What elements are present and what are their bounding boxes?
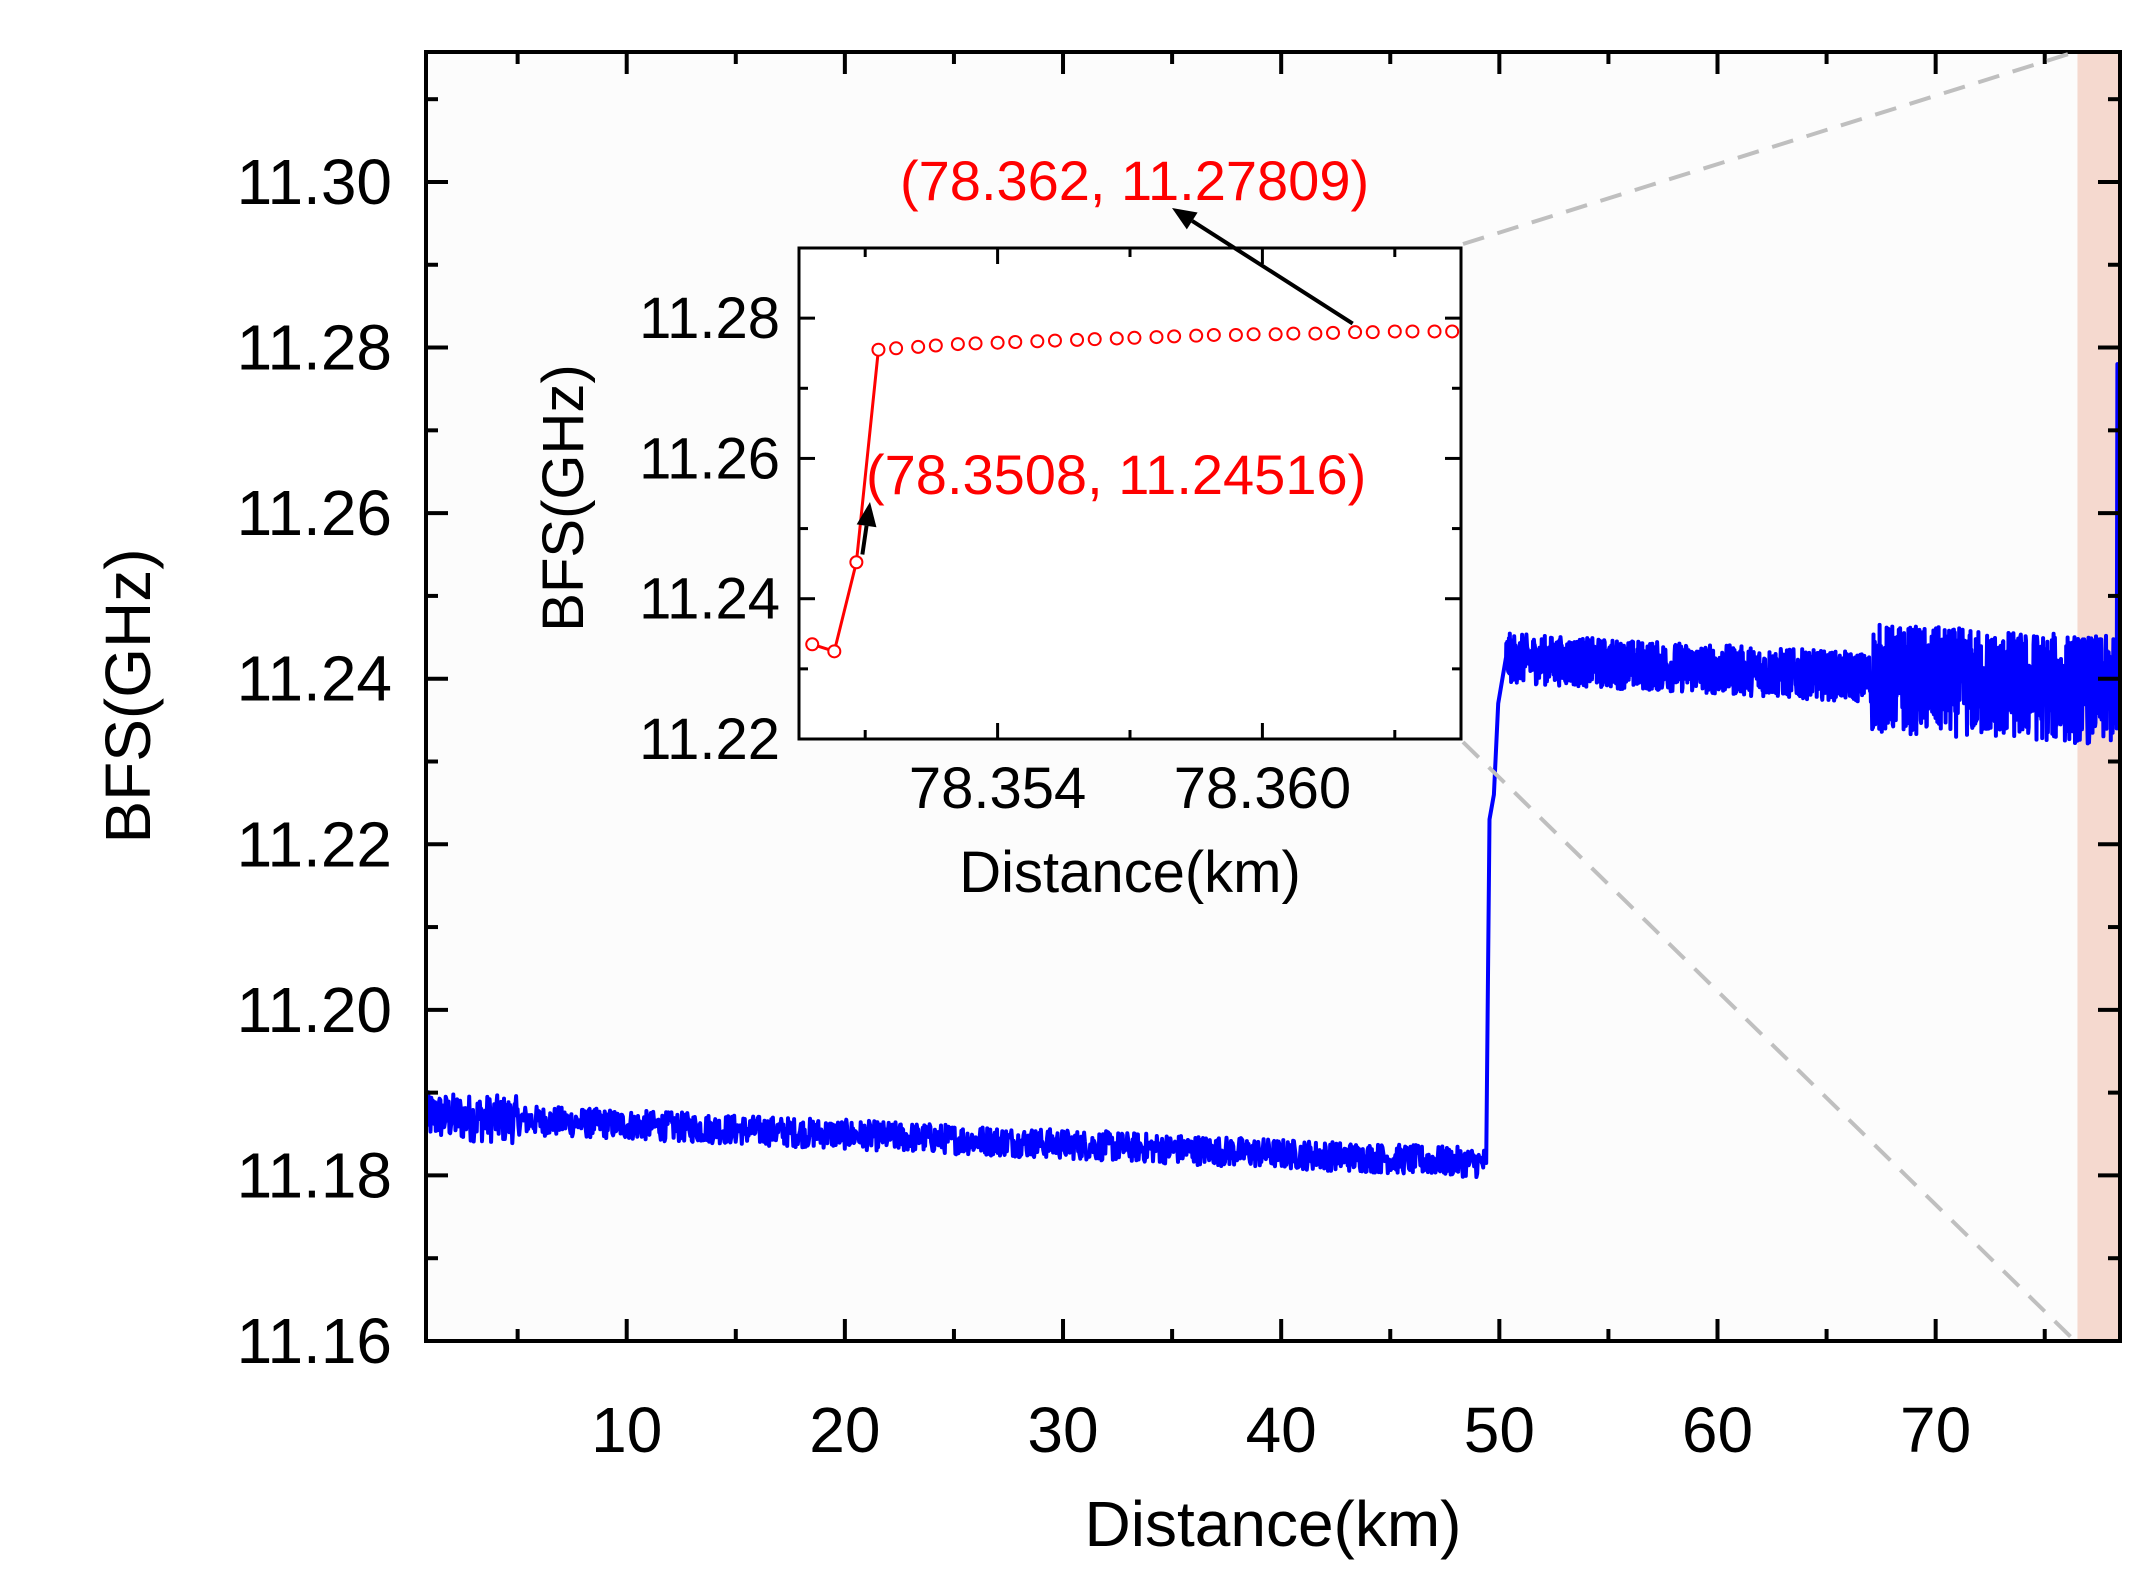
y-tick-label: 11.24: [237, 643, 392, 715]
inset-data-point: [911, 339, 926, 354]
inset-x-axis-label: Distance(km): [959, 840, 1301, 905]
inset-data-point: [1127, 330, 1142, 345]
y-tick-label: 11.18: [237, 1139, 392, 1211]
inset-data-point: [1228, 327, 1243, 342]
y-tick-label: 11.26: [237, 477, 392, 549]
inset-data-point: [1070, 332, 1085, 347]
inset-data-point: [1405, 324, 1420, 339]
inset-x-tick-label: 78.354: [909, 756, 1086, 821]
inset-data-point: [1206, 327, 1221, 342]
inset-data-point: [928, 338, 943, 353]
inset-plot: 78.354 78.360 11.22 11.24 11.26 11.28 Distanc…: [531, 246, 1463, 905]
y-tick-label: 11.16: [237, 1305, 392, 1377]
y-tick-label: 11.20: [237, 974, 392, 1046]
main-bfs-trace: [424, 362, 2120, 1179]
annotation-max-arrow: [1191, 219, 1354, 326]
inset-data-point: [1348, 325, 1363, 340]
x-tick-label: 20: [809, 1394, 880, 1466]
inset-data-point: [950, 337, 965, 352]
main-x-axis-label: Distance(km): [1085, 1488, 1462, 1560]
x-tick-label: 10: [591, 1394, 662, 1466]
x-tick-label: 50: [1464, 1394, 1535, 1466]
inset-data-point: [968, 336, 983, 351]
inset-data-point: [1087, 332, 1102, 347]
inset-data-point: [1189, 328, 1204, 343]
inset-x-tick-label: 78.360: [1174, 756, 1351, 821]
inset-y-tick-label: 11.26: [639, 426, 780, 491]
x-tick-label: 30: [1027, 1394, 1098, 1466]
y-tick-label: 11.22: [237, 808, 392, 880]
x-tick-label: 40: [1246, 1394, 1317, 1466]
inset-data-point: [990, 335, 1005, 350]
x-tick-label: 70: [1900, 1394, 1971, 1466]
inset-data-point: [1427, 324, 1442, 339]
main-plot-frame: [424, 50, 2122, 1343]
annotation-mid-label: (78.3508, 11.24516): [866, 443, 1366, 506]
inset-data-point: [1445, 324, 1460, 339]
inset-data-point: [1047, 333, 1062, 348]
inset-data-point: [1246, 327, 1261, 342]
annotation-max-arrowhead: [1172, 208, 1198, 230]
inset-data-point: [805, 637, 820, 652]
inset-data-point: [889, 341, 904, 356]
inset-data-point: [827, 644, 842, 659]
inset-data-point: [1326, 325, 1341, 340]
inset-data-point: [1387, 324, 1402, 339]
annotation-mid-arrowhead: [856, 502, 877, 528]
inset-data-point: [1008, 334, 1023, 349]
inset-data-point: [1030, 334, 1045, 349]
inset-data-point: [1109, 331, 1124, 346]
inset-y-axis-label: BFS(GHz): [531, 364, 596, 631]
annotation-max-label: (78.362, 11.27809): [900, 149, 1369, 212]
y-tick-label: 11.28: [237, 312, 392, 384]
inset-y-tick-label: 11.28: [639, 286, 780, 351]
x-tick-label: 60: [1682, 1394, 1753, 1466]
inset-data-point: [1286, 326, 1301, 341]
inset-data-point: [849, 555, 864, 570]
annotation-mid-arrow: [860, 525, 869, 555]
inset-data-point: [871, 342, 886, 357]
inset-data-point: [1308, 326, 1323, 341]
inset-data-point: [1365, 325, 1380, 340]
inset-bfs-line: [811, 349, 880, 654]
y-tick-label: 11.30: [237, 146, 392, 218]
inset-plot-frame: [797, 246, 1463, 741]
inset-data-point: [1149, 330, 1164, 345]
inset-data-point: [1268, 327, 1283, 342]
main-y-axis-label: BFS(GHz): [92, 548, 164, 843]
inset-data-point: [1167, 329, 1182, 344]
inset-y-tick-label: 11.22: [639, 707, 780, 772]
inset-y-tick-label: 11.24: [639, 567, 780, 632]
